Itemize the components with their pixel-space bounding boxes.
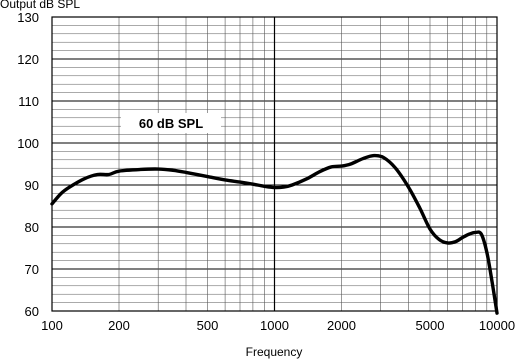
x-tick-label: 10000 bbox=[479, 318, 515, 333]
x-tick-label: 200 bbox=[108, 318, 130, 333]
x-tick-label: 500 bbox=[197, 318, 219, 333]
annotation-background bbox=[121, 113, 221, 133]
x-tick-label: 2000 bbox=[327, 318, 356, 333]
y-tick-label: 100 bbox=[17, 136, 39, 151]
series-layer bbox=[50, 153, 499, 315]
y-tick-label: 130 bbox=[17, 10, 39, 25]
y-tick-label: 90 bbox=[25, 178, 39, 193]
x-tick-label: 1000 bbox=[260, 318, 289, 333]
y-tick-label: 120 bbox=[17, 52, 39, 67]
y-tick-label: 80 bbox=[25, 220, 39, 235]
y-axis-title: Output dB SPL bbox=[0, 0, 80, 11]
annotation-label: 60 dB SPL bbox=[139, 116, 203, 131]
series-line-0 bbox=[50, 153, 499, 315]
y-tick-label: 60 bbox=[25, 304, 39, 319]
y-tick-label: 70 bbox=[25, 262, 39, 277]
tick-labels: 100 200 500 1000 2000 5000 10000 60 70 80 90 100 110… bbox=[17, 10, 515, 333]
grid bbox=[52, 17, 497, 311]
x-tick-label: 100 bbox=[41, 318, 63, 333]
plot-frame bbox=[51, 16, 498, 312]
x-axis-title: Frequency bbox=[246, 345, 303, 359]
y-tick-label: 110 bbox=[18, 94, 39, 109]
annotation: 60 dB SPL bbox=[121, 113, 221, 133]
x-tick-label: 5000 bbox=[416, 318, 445, 333]
